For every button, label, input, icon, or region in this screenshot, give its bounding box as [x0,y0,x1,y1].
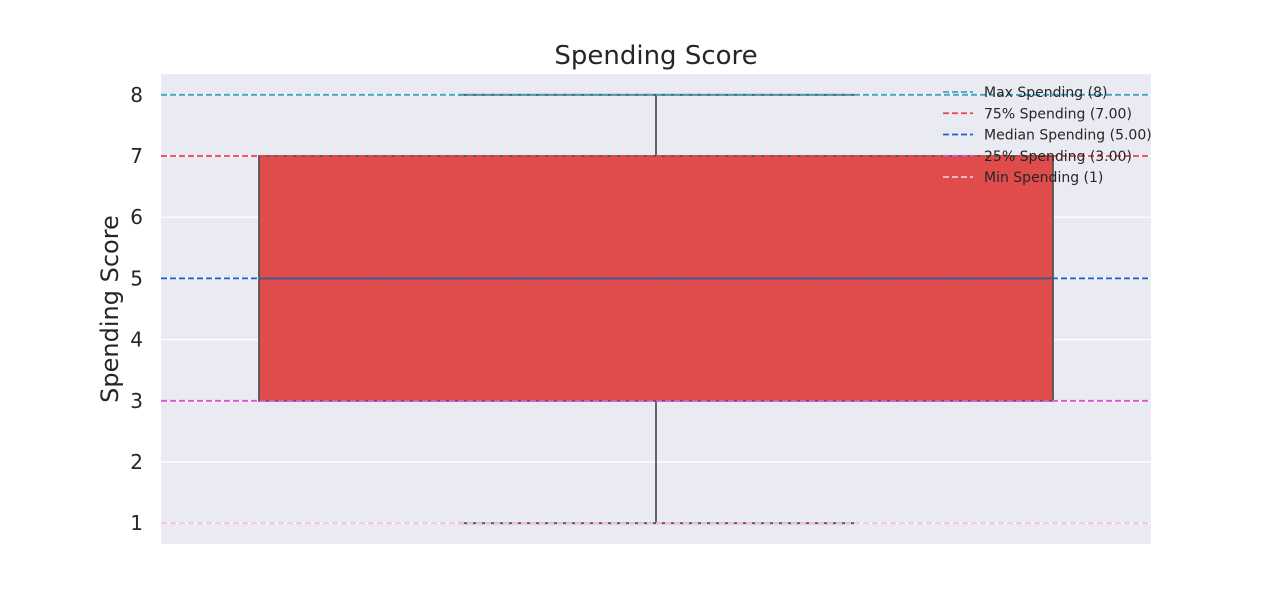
y-tick-label-6: 6 [130,205,143,229]
y-axis-ticks: 1 2 3 4 5 6 7 8 [130,83,143,535]
legend-label-4: Min Spending (1) [984,170,1103,186]
y-tick-label-4: 4 [130,328,143,352]
y-tick-label-1: 1 [130,511,143,535]
reference-lines [161,93,1151,525]
y-tick-label-7: 7 [130,144,143,168]
chart-title: Spending Score [554,41,757,71]
legend-label-1: 75% Spending (7.00) [984,106,1132,122]
y-tick-label-5: 5 [130,266,143,290]
y-tick-label-3: 3 [130,389,143,413]
y-tick-label-2: 2 [130,450,143,474]
legend-label-3: 25% Spending (3.00) [984,149,1132,165]
legend: Max Spending (8) 75% Spending (7.00) Media… [943,85,1152,186]
legend-label-0: Max Spending (8) [984,85,1107,101]
y-tick-label-8: 8 [130,83,143,107]
legend-label-2: Median Spending (5.00) [984,128,1152,144]
y-axis-label: Spending Score [96,215,124,403]
